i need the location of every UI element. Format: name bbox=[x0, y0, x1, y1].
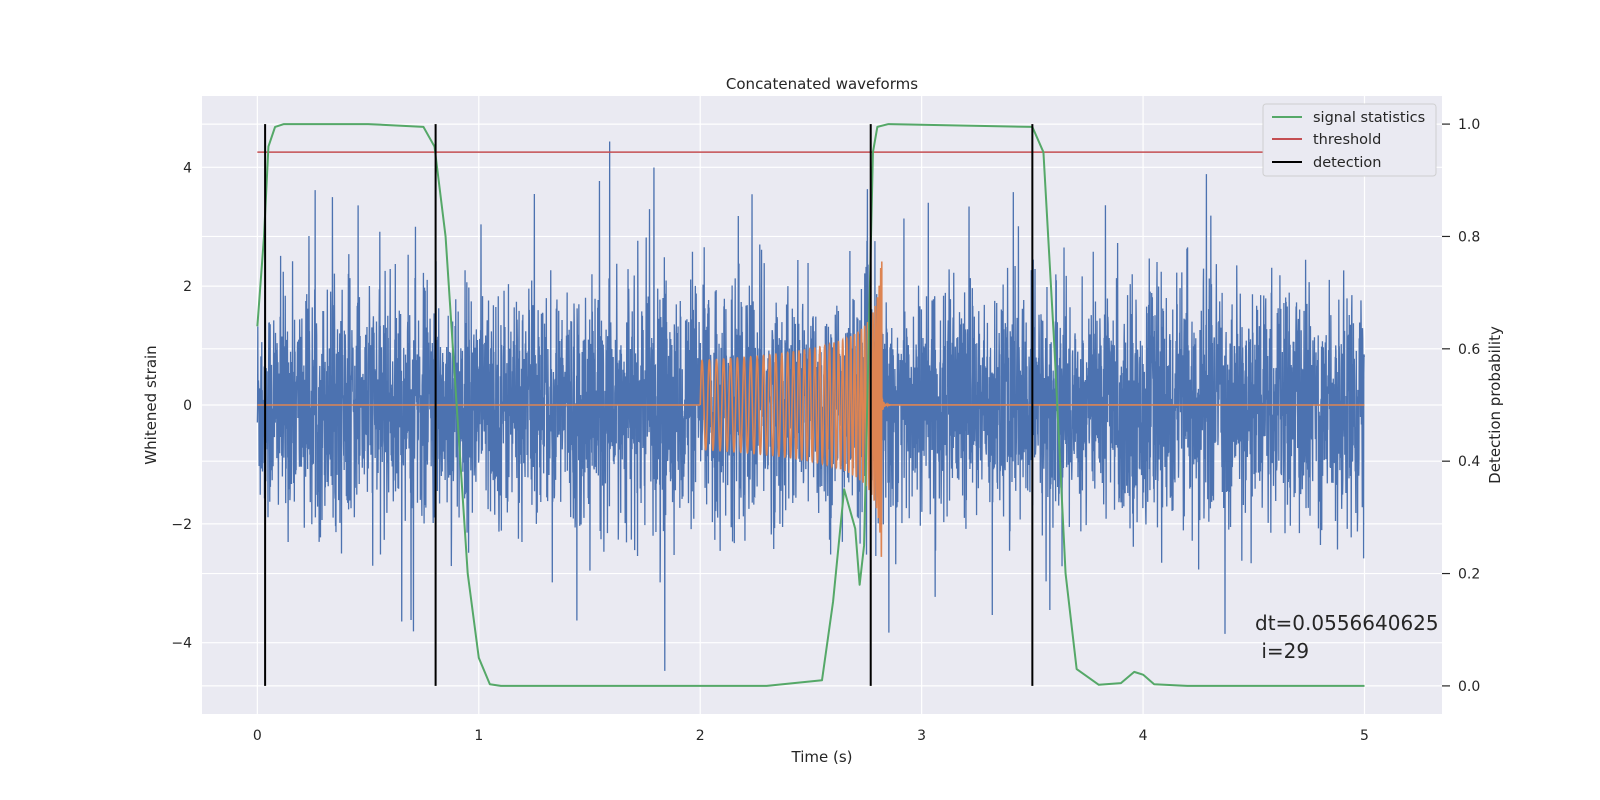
y-tick-label: 0 bbox=[183, 398, 192, 414]
x-tick-label: 2 bbox=[696, 728, 705, 744]
x-axis-label: Time (s) bbox=[791, 748, 853, 766]
legend-label-signal-statistics: signal statistics bbox=[1313, 110, 1425, 126]
y2-axis-label: Detection probability bbox=[1486, 326, 1504, 484]
y-tick-label: −2 bbox=[171, 517, 192, 533]
legend-box bbox=[1262, 103, 1437, 177]
y-tick-label: 2 bbox=[183, 279, 192, 295]
y2-tick-label: 1.0 bbox=[1458, 117, 1480, 133]
legend-label-threshold: threshold bbox=[1313, 132, 1381, 148]
axis-ticks: 0 1 2 3 4 5 −4 −2 0 2 4 0.0 0.2 0.4 0.6 0.8 1.0 bbox=[171, 117, 1480, 744]
annotation-index: i=29 bbox=[1255, 639, 1309, 663]
annotation-dt: dt=0.0556640625 bbox=[1255, 611, 1439, 635]
y-tick-label: 4 bbox=[183, 160, 192, 176]
y2-tick-label: 0.0 bbox=[1458, 679, 1480, 695]
x-tick-label: 0 bbox=[253, 728, 262, 744]
plot-series bbox=[256, 123, 1366, 687]
y2-tick-label: 0.4 bbox=[1458, 454, 1480, 470]
series-template-line bbox=[257, 261, 1365, 557]
y2-tick-label: 0.6 bbox=[1458, 342, 1480, 358]
y2-tick-label: 0.2 bbox=[1458, 567, 1480, 583]
y-axis-label: Whitened strain bbox=[142, 345, 160, 464]
x-tick-label: 5 bbox=[1360, 728, 1369, 744]
x-tick-label: 1 bbox=[474, 728, 483, 744]
y-tick-label: −4 bbox=[171, 636, 192, 652]
y2-tick-label: 0.8 bbox=[1458, 229, 1480, 245]
legend: signal statistics threshold detection bbox=[1262, 103, 1437, 177]
series-strain-line bbox=[256, 141, 1366, 671]
legend-label-detection: detection bbox=[1313, 155, 1381, 171]
x-tick-label: 4 bbox=[1139, 728, 1148, 744]
chart-title: Concatenated waveforms bbox=[726, 75, 918, 93]
series-signal-statistics-line bbox=[256, 123, 1365, 687]
x-tick-label: 3 bbox=[917, 728, 926, 744]
